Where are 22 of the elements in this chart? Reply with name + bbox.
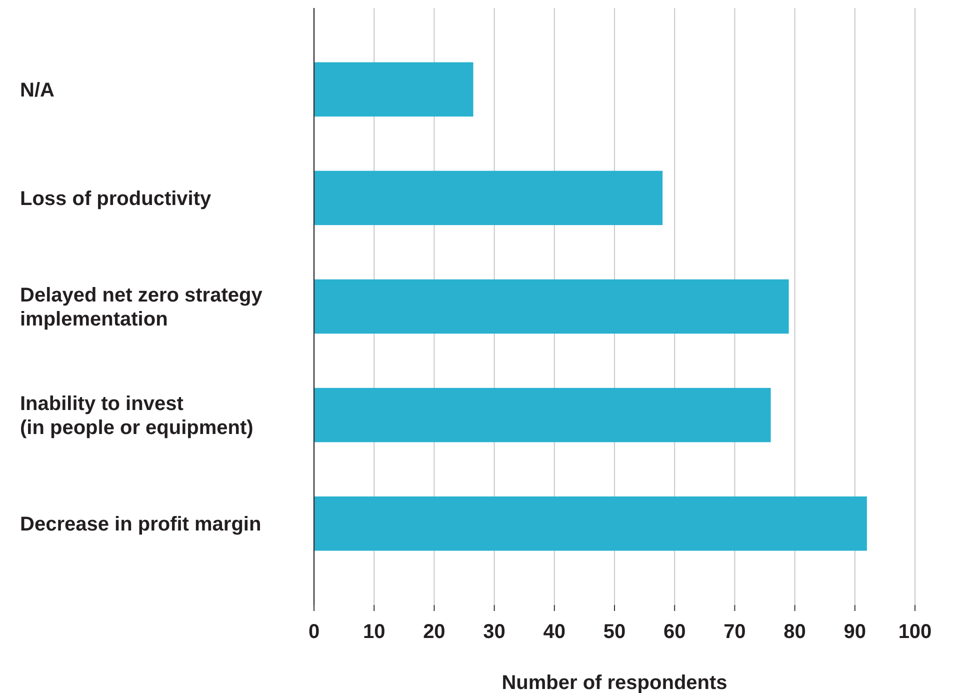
y-tick-label: Decrease in profit margin [20,514,262,536]
x-tick-label: 90 [844,621,866,643]
bar [314,170,663,226]
x-tick-label: 80 [784,621,806,643]
y-tick-label: N/A [20,79,54,102]
y-tick-label: Delayed net zero strategy implementation [20,284,264,330]
x-tick-label: 0 [308,621,320,643]
x-axis-title: Number of respondents [502,672,728,693]
bar [314,388,771,442]
bar [314,496,867,551]
bar [314,62,474,117]
y-tick-label: Loss of productivity [20,188,212,210]
x-tick-label: 20 [423,621,446,643]
x-tick-label: 40 [543,621,566,643]
x-tick-label: 30 [483,621,506,643]
x-tick-label: 50 [603,621,626,643]
bar [314,279,789,334]
x-tick-label: 10 [362,621,386,643]
y-tick-label: Inability to invest (in people or equipment) [20,393,254,440]
x-tick-label: 70 [724,621,746,643]
x-tick-label: 100 [898,621,932,643]
x-tick-label: 60 [663,621,686,643]
